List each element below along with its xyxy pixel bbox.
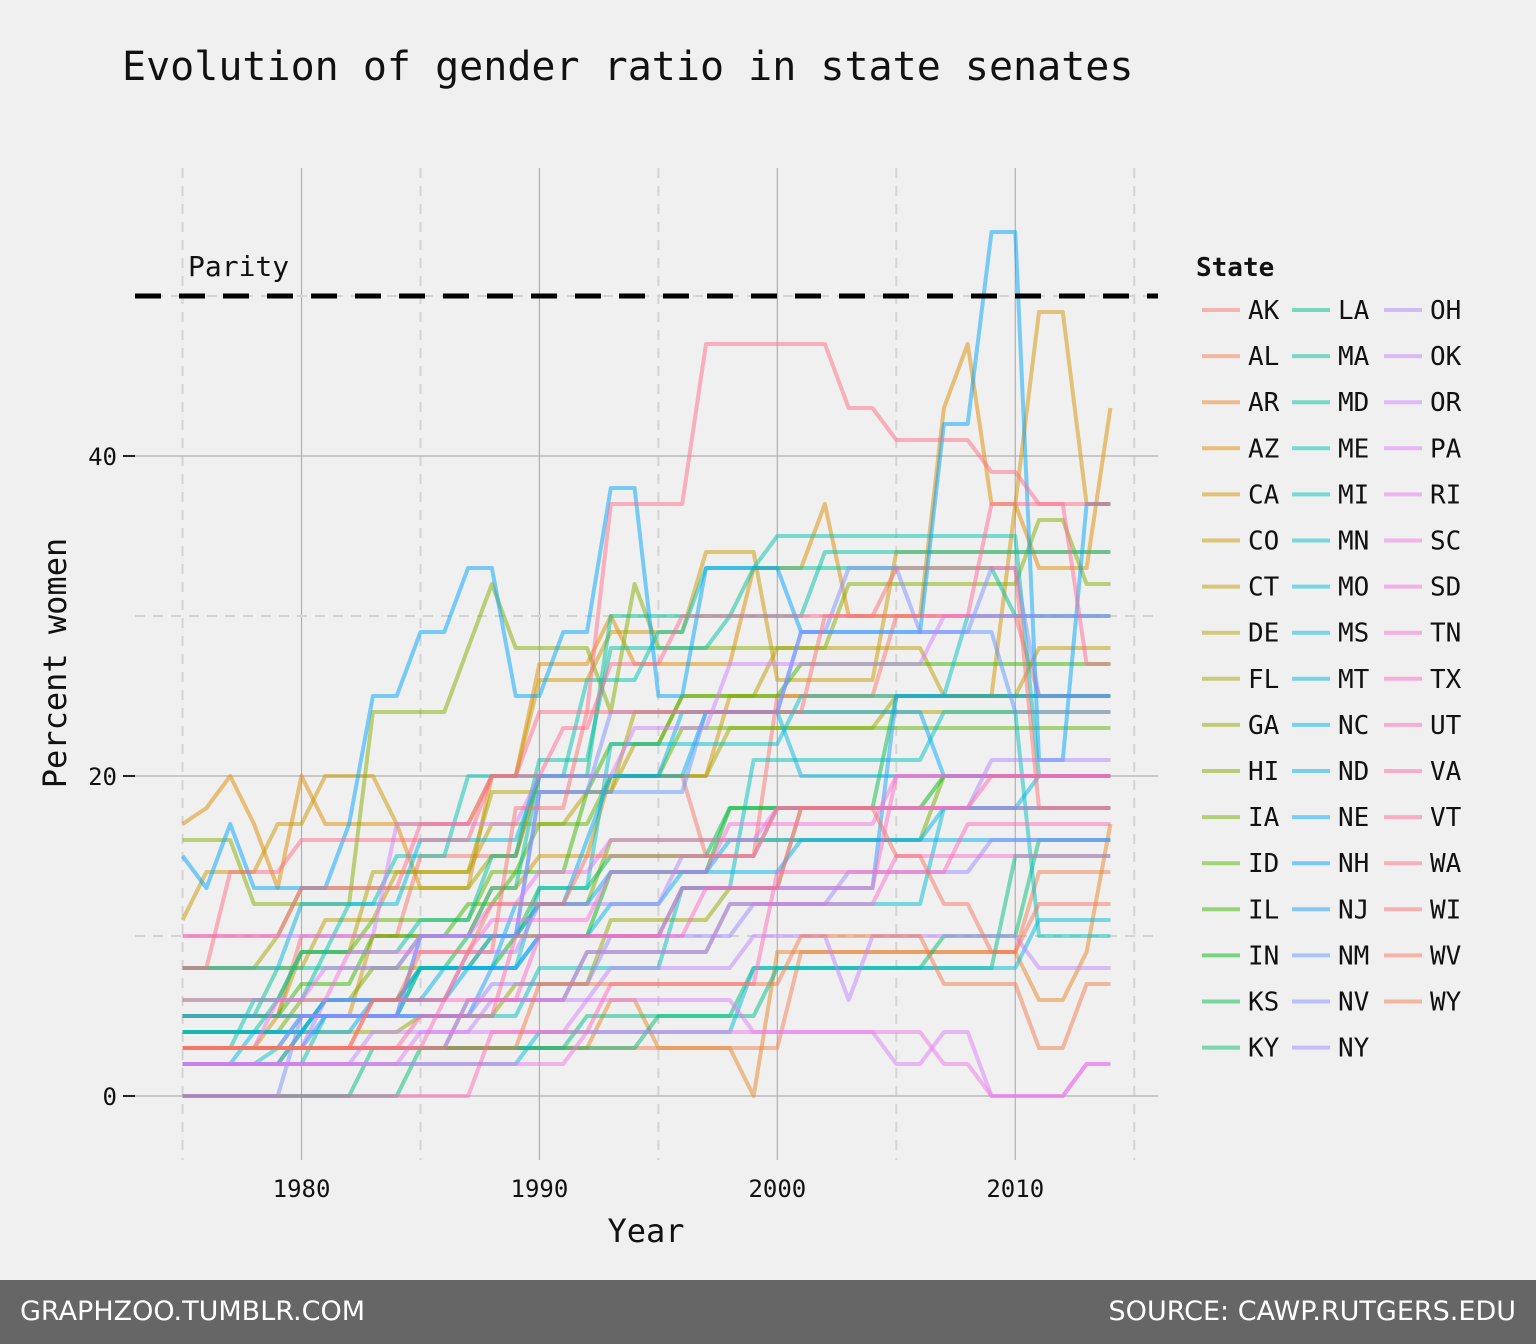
legend-label-mi: MI <box>1338 480 1369 510</box>
legend-label-ks: KS <box>1248 988 1279 1018</box>
legend-label-ak: AK <box>1248 296 1280 326</box>
legend-label-ia: IA <box>1248 803 1280 833</box>
legend-label-mn: MN <box>1338 527 1369 557</box>
legend-label-nm: NM <box>1338 941 1369 971</box>
legend-label-ny: NY <box>1338 1034 1370 1064</box>
legend-label-or: OR <box>1430 388 1462 418</box>
legend-label-wi: WI <box>1430 895 1461 925</box>
legend-label-ky: KY <box>1248 1034 1280 1064</box>
legend-label-md: MD <box>1338 388 1369 418</box>
legend-label-id: ID <box>1248 849 1279 879</box>
chart: Evolution of gender ratio in state senat… <box>36 44 1462 1250</box>
legend-label-nh: NH <box>1338 849 1369 879</box>
legend-label-va: VA <box>1430 757 1462 787</box>
legend-label-ne: NE <box>1338 803 1369 833</box>
legend-label-ga: GA <box>1248 711 1280 741</box>
series-line-me <box>182 534 1111 1050</box>
x-tick-label-1980: 1980 <box>273 1175 331 1203</box>
legend-label-me: ME <box>1338 434 1369 464</box>
series-line-wy <box>182 934 1111 1050</box>
series-line-wa <box>182 342 1111 970</box>
legend-label-wv: WV <box>1430 941 1461 971</box>
legend-label-co: CO <box>1248 527 1279 557</box>
legend-label-mt: MT <box>1338 665 1370 695</box>
legend-label-il: IL <box>1248 895 1279 925</box>
legend-label-wy: WY <box>1430 988 1462 1018</box>
legend-label-de: DE <box>1248 619 1279 649</box>
legend-label-ri: RI <box>1430 480 1461 510</box>
series-line-md <box>182 550 1111 1034</box>
y-tick-label-20: 20 <box>88 763 117 791</box>
legend-label-hi: HI <box>1248 757 1279 787</box>
legend-label-in: IN <box>1248 941 1279 971</box>
legend-label-ar: AR <box>1248 388 1280 418</box>
legend-label-nd: ND <box>1338 757 1369 787</box>
legend: State AK AL AR AZ CA CO CT DE FL GA HI IA ID IL IN KS KY… <box>1196 253 1462 1064</box>
legend-label-la: LA <box>1338 296 1370 326</box>
footer-source: SOURCE: CAWP.RUTGERS.EDU <box>1108 1296 1516 1327</box>
legend-label-mo: MO <box>1338 573 1369 603</box>
legend-label-ut: UT <box>1430 711 1462 741</box>
legend-label-az: AZ <box>1248 434 1279 464</box>
legend-title: State <box>1196 253 1274 283</box>
series-line-nh <box>180 230 1111 890</box>
y-tick-label-40: 40 <box>88 443 117 471</box>
parity-label: Parity <box>188 250 289 283</box>
legend-label-tx: TX <box>1430 665 1462 695</box>
legend-label-tn: TN <box>1430 619 1461 649</box>
legend-label-wa: WA <box>1430 849 1462 879</box>
legend-label-fl: FL <box>1248 665 1279 695</box>
legend-label-nv: NV <box>1338 988 1369 1018</box>
legend-label-nj: NJ <box>1338 895 1369 925</box>
legend-label-sd: SD <box>1430 573 1461 603</box>
parity-line-group: Parity <box>135 250 1158 299</box>
legend-label-ct: CT <box>1248 573 1280 603</box>
series-line-sc <box>182 1030 1111 1098</box>
legend-label-sc: SC <box>1430 527 1461 557</box>
series-lines <box>180 230 1113 1098</box>
legend-label-vt: VT <box>1430 803 1462 833</box>
legend-label-oh: OH <box>1430 296 1461 326</box>
chart-title: Evolution of gender ratio in state senat… <box>122 44 1133 90</box>
legend-label-ma: MA <box>1338 342 1370 372</box>
axes: 1980 1990 2000 2010 0 20 40 <box>88 443 1044 1203</box>
x-tick-label-2010: 2010 <box>986 1175 1044 1203</box>
legend-label-ms: MS <box>1338 619 1369 649</box>
legend-label-ca: CA <box>1248 480 1280 510</box>
x-tick-label-2000: 2000 <box>748 1175 806 1203</box>
y-axis-title: Percent women <box>36 538 74 788</box>
legend-label-pa: PA <box>1430 434 1462 464</box>
legend-label-al: AL <box>1248 342 1279 372</box>
footer-bar: GRAPHZOO.TUMBLR.COM SOURCE: CAWP.RUTGERS… <box>0 1280 1536 1344</box>
legend-label-ok: OK <box>1430 342 1462 372</box>
x-tick-label-1990: 1990 <box>511 1175 569 1203</box>
y-tick-label-0: 0 <box>103 1083 117 1111</box>
legend-label-nc: NC <box>1338 711 1369 741</box>
x-axis-title: Year <box>607 1212 684 1250</box>
series-line-vt <box>182 502 1111 938</box>
footer-credit: GRAPHZOO.TUMBLR.COM <box>20 1296 366 1327</box>
